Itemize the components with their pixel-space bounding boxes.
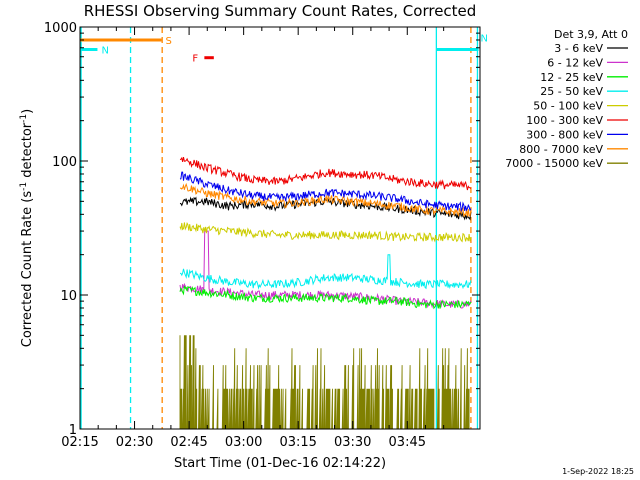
x-tick-label: 02:15 bbox=[61, 435, 98, 450]
y-tick-label: 10 bbox=[60, 289, 77, 304]
x-axis-label: Start Time (01-Dec-16 02:14:22) bbox=[174, 456, 386, 471]
chart-title: RHESSI Observing Summary Count Rates, Co… bbox=[84, 2, 477, 20]
flag-label: N bbox=[101, 45, 108, 56]
legend-label: 50 - 100 keV bbox=[533, 100, 603, 113]
plot-area: S N N F bbox=[80, 27, 488, 430]
series-line bbox=[179, 335, 471, 430]
x-tick-label: 02:45 bbox=[170, 435, 207, 450]
x-tick-label: 03:15 bbox=[279, 435, 316, 450]
footer-date: 1-Sep-2022 18:25 bbox=[562, 467, 634, 476]
series-line bbox=[179, 285, 472, 310]
axis-ticks: 1 10 100 1000 02:15 02:30 02:45 03:00 03:15 03:30… bbox=[44, 21, 481, 450]
legend-label: 12 - 25 keV bbox=[540, 71, 603, 84]
series-line bbox=[179, 221, 472, 243]
x-tick-label: 02:30 bbox=[116, 435, 153, 450]
legend-label: 7000 - 15000 keV bbox=[505, 157, 603, 170]
flag-label: N bbox=[481, 33, 488, 44]
flag-label: F bbox=[192, 54, 198, 65]
x-tick-label: 03:30 bbox=[334, 435, 371, 450]
y-tick-label: 1 bbox=[69, 423, 77, 438]
legend-header: Det 3,9, Att 0 bbox=[554, 28, 628, 41]
x-tick-label: 03:00 bbox=[225, 435, 262, 450]
series-line bbox=[179, 171, 472, 213]
series-line bbox=[179, 182, 472, 217]
legend-label: 300 - 800 keV bbox=[526, 128, 603, 141]
y-tick-label: 1000 bbox=[44, 21, 77, 36]
series-line bbox=[179, 156, 472, 191]
flag-label: S bbox=[165, 36, 171, 47]
y-axis-label: Corrected Count Rate (s-1 detector-1) bbox=[19, 109, 35, 347]
legend-label: 25 - 50 keV bbox=[540, 85, 603, 98]
legend-label: 100 - 300 keV bbox=[526, 114, 603, 127]
legend-label: 3 - 6 keV bbox=[554, 42, 603, 55]
series-line bbox=[180, 254, 472, 290]
legend-label: 6 - 12 keV bbox=[547, 56, 603, 69]
y-tick-label: 100 bbox=[52, 155, 77, 170]
legend-label: 800 - 7000 keV bbox=[519, 143, 603, 156]
x-tick-label: 03:45 bbox=[389, 435, 426, 450]
plot-frame bbox=[79, 26, 481, 430]
